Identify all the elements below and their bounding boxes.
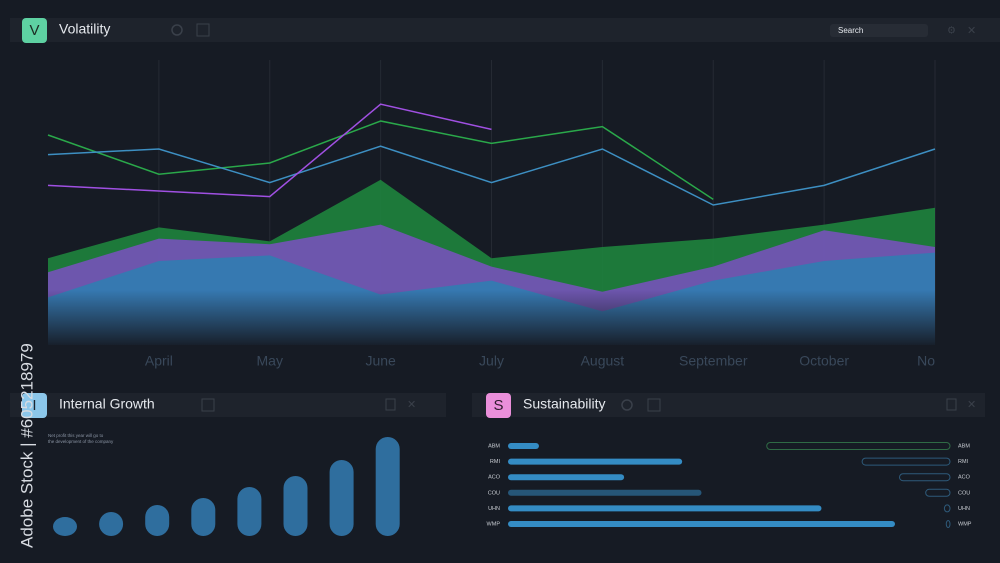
- row-label: RMI: [958, 459, 969, 465]
- calendar-icon[interactable]: [201, 398, 215, 412]
- bar: [145, 505, 170, 536]
- outline-bar: [925, 488, 951, 497]
- bar: [508, 474, 625, 481]
- x-tick-label: No: [917, 353, 935, 369]
- search-placeholder: Search: [838, 26, 863, 35]
- bar: [191, 498, 216, 536]
- settings-icon[interactable]: ⚙: [947, 26, 956, 37]
- panel-title: Sustainability: [523, 396, 606, 412]
- note: the development of the company: [48, 439, 114, 444]
- panel-icon[interactable]: [22, 18, 47, 43]
- bar: [508, 458, 683, 465]
- panel-icon[interactable]: [22, 393, 47, 418]
- row-label: COU: [958, 490, 970, 496]
- line: [47, 103, 492, 198]
- close-icon[interactable]: ✕: [407, 399, 416, 411]
- line: [47, 120, 714, 201]
- icon-letter: S: [493, 397, 503, 414]
- row-label: UHN: [958, 506, 970, 512]
- bar: [508, 521, 895, 527]
- x-tick-label: July: [479, 353, 504, 369]
- row-label: ACO: [488, 475, 501, 481]
- note: Net profit this year will go to: [48, 433, 104, 438]
- icon-letter: V: [29, 22, 39, 39]
- outline-bar: [766, 442, 951, 450]
- panel-icon[interactable]: [486, 393, 511, 418]
- x-tick-label: May: [257, 353, 283, 369]
- row-label: WMP: [958, 521, 972, 527]
- refresh-icon[interactable]: [171, 24, 183, 36]
- bar: [508, 505, 822, 512]
- fade: [20, 290, 960, 348]
- line: [47, 145, 936, 206]
- panel-title: Internal Growth: [59, 396, 155, 412]
- refresh-icon[interactable]: [621, 399, 633, 411]
- bar: [329, 460, 354, 536]
- copy-icon[interactable]: [385, 398, 396, 411]
- close-icon[interactable]: ✕: [967, 399, 976, 411]
- bar: [508, 443, 539, 449]
- bar: [53, 517, 77, 536]
- close-icon[interactable]: ✕: [967, 25, 976, 37]
- bar: [283, 476, 308, 536]
- calendar-icon[interactable]: [196, 23, 210, 37]
- row-label: COU: [488, 490, 500, 496]
- bar: [508, 489, 702, 496]
- row-label: ACO: [958, 475, 971, 481]
- panel-title: Volatility: [59, 21, 110, 37]
- copy-icon[interactable]: [946, 398, 957, 411]
- watermark: Adobe Stock | #605218979: [17, 343, 36, 548]
- bar: [99, 512, 124, 536]
- row-label: ABM: [488, 443, 500, 449]
- calendar-icon[interactable]: [647, 398, 661, 412]
- outline-bar: [945, 520, 951, 528]
- row-label: UHN: [488, 506, 500, 512]
- outline-bar: [899, 473, 951, 482]
- x-tick-label: June: [365, 353, 396, 369]
- search-box[interactable]: [830, 24, 928, 37]
- x-tick-label: September: [679, 353, 748, 369]
- outline-bar: [861, 457, 951, 466]
- icon-letter: I: [32, 397, 36, 414]
- row-label: RMI: [490, 459, 501, 465]
- row-label: ABM: [958, 443, 970, 449]
- x-tick-label: August: [581, 353, 625, 369]
- bar: [237, 487, 262, 536]
- header-bar: [472, 393, 985, 417]
- x-tick-label: April: [145, 353, 173, 369]
- bar: [375, 437, 400, 536]
- x-tick-label: October: [799, 353, 849, 369]
- row-label: WMP: [487, 521, 501, 527]
- outline-bar: [943, 504, 951, 513]
- header-bar: [10, 393, 446, 417]
